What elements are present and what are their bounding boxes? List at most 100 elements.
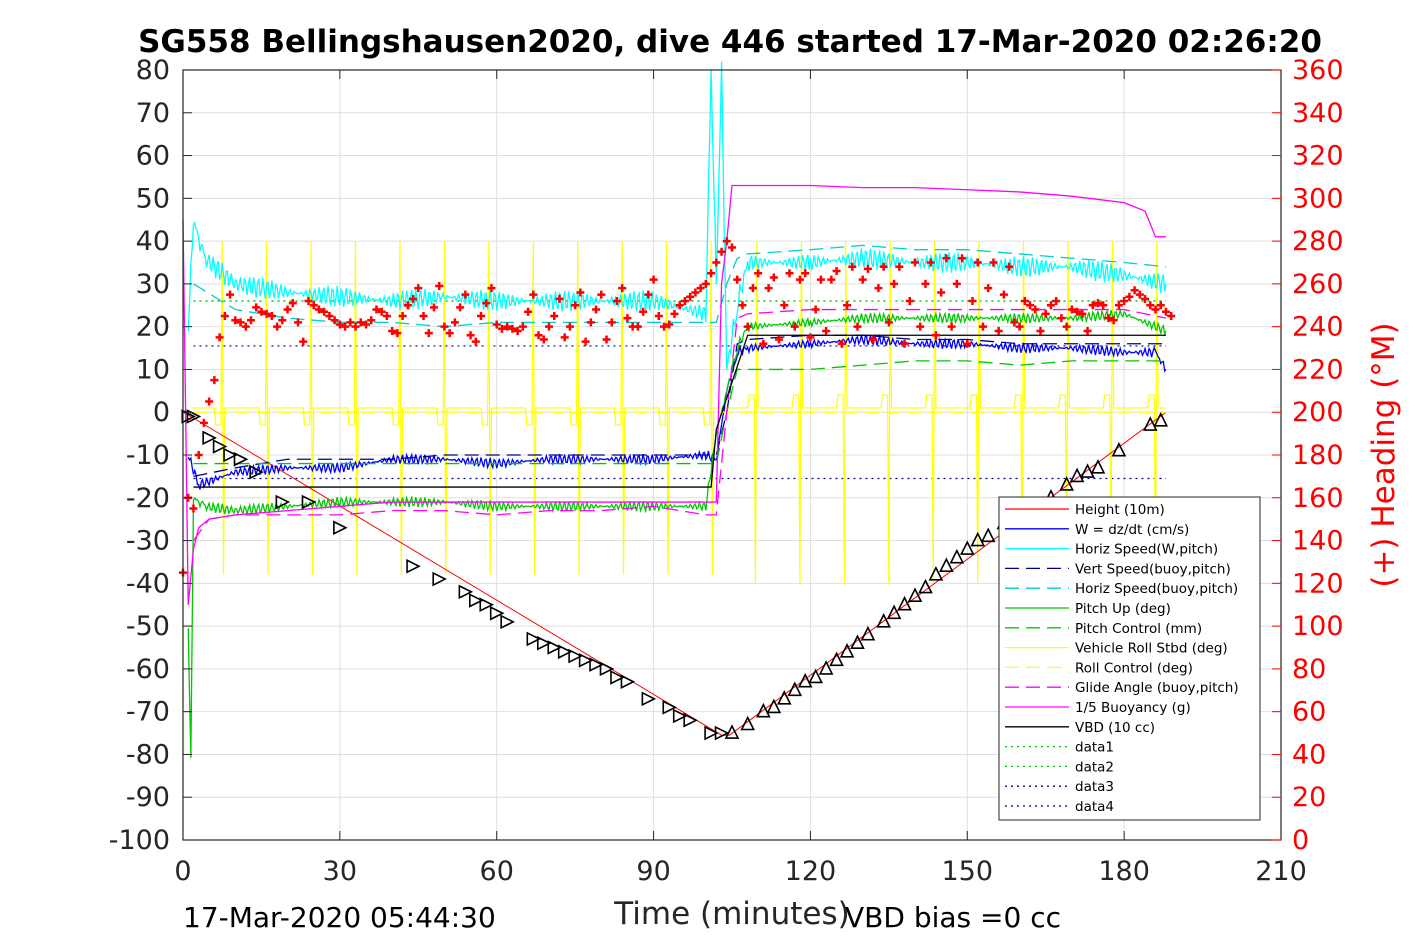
heading-point bbox=[1073, 307, 1082, 316]
heading-point bbox=[471, 337, 480, 346]
depth-marker bbox=[620, 674, 636, 690]
heading-point bbox=[1062, 322, 1071, 331]
x-tick-label: 180 bbox=[1098, 856, 1150, 887]
heading-point bbox=[764, 284, 773, 293]
legend-label-data2: data2 bbox=[1075, 759, 1114, 775]
heading-point bbox=[414, 284, 423, 293]
depth-marker bbox=[432, 571, 447, 587]
heading-point bbox=[1146, 301, 1155, 310]
depth-marker bbox=[704, 725, 719, 741]
heading-point bbox=[780, 301, 789, 310]
heading-point bbox=[1036, 326, 1045, 335]
heading-point bbox=[466, 331, 475, 340]
heading-point bbox=[524, 307, 533, 316]
heading-point bbox=[508, 324, 517, 333]
depth-marker bbox=[589, 657, 604, 672]
heading-point bbox=[1109, 316, 1118, 325]
heading-point bbox=[623, 314, 632, 323]
heading-point bbox=[226, 290, 235, 299]
heading-point bbox=[341, 322, 350, 331]
heading-point bbox=[1125, 292, 1134, 301]
heading-marks bbox=[179, 237, 1176, 577]
y-right-tick-label: 280 bbox=[1292, 226, 1344, 257]
heading-point bbox=[409, 294, 418, 303]
heading-point bbox=[492, 320, 501, 329]
heading-point bbox=[299, 337, 308, 346]
heading-point bbox=[963, 339, 972, 348]
heading-point bbox=[785, 269, 794, 278]
heading-point bbox=[733, 275, 742, 284]
depth-marker bbox=[886, 604, 902, 620]
vbd-bias-footer: VBD bias =0 cc bbox=[845, 901, 1061, 934]
depth-marker bbox=[599, 661, 615, 677]
y-right-tick-label: 140 bbox=[1292, 526, 1344, 557]
x-tick-label: 120 bbox=[785, 856, 837, 887]
heading-point bbox=[560, 333, 569, 342]
heading-point bbox=[811, 305, 820, 314]
heading-point bbox=[210, 376, 219, 385]
heading-point bbox=[712, 258, 721, 267]
heading-point bbox=[1015, 322, 1024, 331]
heading-point bbox=[670, 309, 679, 318]
series-pitch-control-mm bbox=[193, 360, 1166, 465]
heading-point bbox=[937, 288, 946, 297]
depth-marker bbox=[249, 464, 264, 480]
heading-point bbox=[931, 331, 940, 340]
heading-point bbox=[419, 311, 428, 320]
heading-point bbox=[529, 290, 538, 299]
heading-point bbox=[1052, 297, 1061, 305]
depth-marker bbox=[489, 605, 505, 621]
series-vbd-10-cc bbox=[193, 334, 1166, 488]
heading-point bbox=[952, 279, 961, 288]
y-tick-label: 30 bbox=[136, 269, 170, 300]
series-1-5-buoyancy-g bbox=[182, 184, 1166, 605]
y-tick-label: -100 bbox=[109, 825, 170, 856]
depth-marker bbox=[233, 451, 249, 467]
depth-marker bbox=[860, 625, 876, 641]
depth-marker bbox=[756, 702, 771, 718]
depth-marker bbox=[1080, 463, 1095, 478]
heading-point bbox=[571, 301, 580, 310]
heading-point bbox=[424, 329, 433, 338]
heading-point bbox=[1094, 299, 1102, 308]
y-tick-label: -20 bbox=[126, 483, 170, 514]
depth-marker bbox=[547, 640, 563, 655]
heading-point bbox=[968, 297, 977, 305]
y-right-tick-label: 240 bbox=[1292, 312, 1344, 343]
heading-point bbox=[1031, 305, 1040, 314]
heading-point bbox=[246, 316, 255, 325]
y-tick-label: -40 bbox=[126, 568, 170, 599]
y-right-tick-label: 60 bbox=[1292, 697, 1326, 728]
heading-point bbox=[1151, 305, 1160, 314]
heading-point bbox=[1041, 309, 1050, 318]
heading-point bbox=[911, 258, 919, 267]
y-tick-label: -90 bbox=[126, 782, 170, 813]
heading-point bbox=[696, 284, 705, 293]
heading-point bbox=[895, 262, 904, 271]
heading-point bbox=[257, 307, 266, 316]
y-tick-label: 80 bbox=[136, 55, 170, 86]
heading-point bbox=[1135, 290, 1144, 299]
heading-point bbox=[884, 318, 893, 327]
heading-point bbox=[1088, 301, 1097, 310]
heading-point bbox=[288, 299, 297, 308]
heading-point bbox=[958, 254, 967, 263]
legend-label-w-dz-dt-cm-s: W = dz/dt (cm/s) bbox=[1075, 522, 1189, 538]
heading-point bbox=[973, 258, 982, 267]
heading-point bbox=[461, 290, 470, 299]
legend-label-pitch-up-deg: Pitch Up (deg) bbox=[1075, 601, 1171, 617]
depth-marker bbox=[907, 587, 923, 602]
depth-marker bbox=[479, 597, 495, 613]
heading-point bbox=[816, 275, 825, 284]
depth-marker bbox=[536, 635, 552, 651]
heading-point bbox=[978, 322, 987, 331]
depth-marker bbox=[797, 672, 813, 688]
legend-label-data1: data1 bbox=[1075, 740, 1114, 756]
y-tick-label: 50 bbox=[136, 183, 170, 214]
depth-marker bbox=[776, 690, 792, 705]
y-tick-label: -70 bbox=[126, 697, 170, 728]
heading-point bbox=[994, 326, 1003, 335]
heading-point bbox=[707, 269, 716, 278]
y-tick-label: 70 bbox=[136, 98, 170, 129]
heading-point bbox=[900, 339, 909, 348]
